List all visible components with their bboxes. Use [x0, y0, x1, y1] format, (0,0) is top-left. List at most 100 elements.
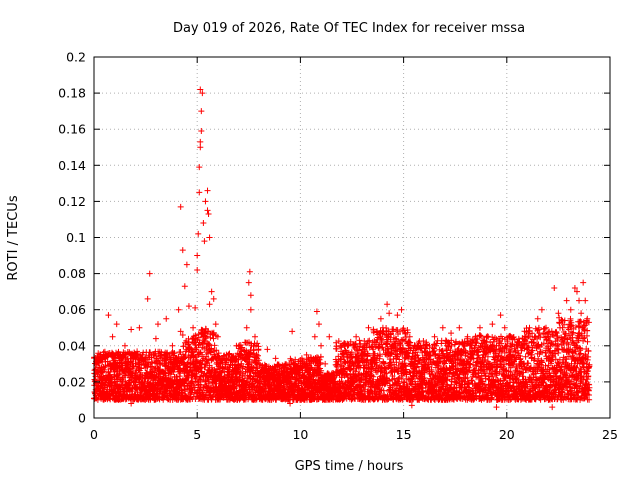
data-point — [576, 297, 583, 304]
data-point — [233, 342, 240, 349]
data-point — [194, 252, 201, 259]
data-point — [584, 315, 591, 322]
data-point — [144, 295, 151, 302]
y-axis-ticks: 0 0.02 0.04 0.06 0.08 0.1 0.12 0.14 0.16 0.18 0.2 — [58, 50, 610, 426]
data-point — [181, 283, 188, 290]
y-tick-label: 0.12 — [58, 194, 86, 209]
data-point — [245, 279, 252, 286]
x-tick-label: 25 — [602, 427, 618, 442]
data-point — [573, 288, 580, 295]
y-tick-label: 0.16 — [58, 122, 86, 137]
data-point — [132, 369, 139, 376]
data-point — [289, 328, 296, 335]
data-point — [163, 315, 170, 322]
data-point — [481, 351, 488, 358]
data-point — [313, 308, 320, 315]
data-point — [295, 382, 302, 389]
data-point — [105, 351, 112, 358]
data-point — [229, 382, 236, 389]
data-point — [188, 351, 195, 358]
data-point — [198, 108, 205, 115]
data-point — [415, 346, 422, 353]
x-axis-ticks: 0 5 10 15 20 25 — [90, 57, 618, 442]
data-point — [124, 387, 131, 394]
data-point — [567, 306, 574, 313]
data-point — [406, 333, 413, 340]
data-point — [204, 187, 211, 194]
data-point — [386, 310, 393, 317]
data-point — [322, 360, 329, 367]
y-axis-label: ROTI / TECUs — [6, 195, 21, 280]
data-point — [518, 360, 525, 367]
data-point — [103, 375, 110, 382]
data-point — [549, 404, 556, 411]
data-point — [285, 378, 292, 385]
data-point — [192, 304, 199, 311]
data-point — [161, 360, 168, 367]
data-point — [555, 310, 562, 317]
data-point — [197, 86, 204, 93]
data-point — [251, 333, 258, 340]
data-point — [476, 324, 483, 331]
data-point — [340, 351, 347, 358]
data-point — [522, 333, 529, 340]
data-point — [559, 324, 566, 331]
y-tick-label: 0 — [78, 411, 86, 426]
data-points — [93, 86, 591, 411]
data-point — [443, 342, 450, 349]
data-point — [299, 369, 306, 376]
data-point — [326, 333, 333, 340]
data-point — [361, 346, 368, 353]
data-point — [394, 312, 401, 319]
data-point — [410, 360, 417, 367]
data-point — [431, 333, 438, 340]
data-point — [212, 321, 219, 328]
y-tick-label: 0.06 — [58, 302, 86, 317]
data-point — [179, 247, 186, 254]
data-point — [128, 326, 135, 333]
y-tick-label: 0.04 — [58, 338, 86, 353]
data-point — [580, 279, 587, 286]
data-point — [452, 351, 459, 358]
data-point — [247, 292, 254, 299]
data-point — [547, 333, 554, 340]
data-point — [493, 404, 500, 411]
data-point — [194, 266, 201, 273]
y-tick-label: 0.1 — [66, 230, 86, 245]
data-point — [177, 203, 184, 210]
data-point — [578, 310, 585, 317]
data-point — [134, 351, 141, 358]
data-point — [171, 378, 178, 385]
data-point — [336, 369, 343, 376]
data-point — [197, 144, 204, 151]
data-point — [349, 360, 355, 367]
data-point — [419, 369, 426, 376]
data-point — [408, 402, 415, 409]
chart-title: Day 019 of 2026, Rate Of TEC Index for r… — [173, 21, 525, 36]
data-point — [196, 189, 203, 196]
data-point — [514, 342, 521, 349]
data-point — [526, 324, 533, 331]
data-point — [140, 382, 147, 389]
data-point — [497, 312, 504, 319]
data-point — [357, 364, 364, 371]
data-point — [472, 342, 479, 349]
data-point — [214, 333, 221, 340]
data-point — [377, 315, 384, 322]
data-point — [113, 321, 120, 328]
data-point — [272, 355, 279, 362]
data-point — [157, 387, 164, 394]
data-point — [201, 238, 208, 245]
data-point — [154, 321, 161, 328]
data-point — [165, 369, 172, 376]
data-point — [464, 333, 471, 340]
data-point — [247, 306, 254, 313]
data-point — [221, 375, 228, 382]
data-point — [196, 164, 203, 171]
data-point — [101, 393, 108, 400]
x-axis-label: GPS time / hours — [295, 459, 404, 474]
data-point — [206, 234, 213, 241]
data-point — [456, 324, 463, 331]
data-point — [287, 400, 294, 407]
